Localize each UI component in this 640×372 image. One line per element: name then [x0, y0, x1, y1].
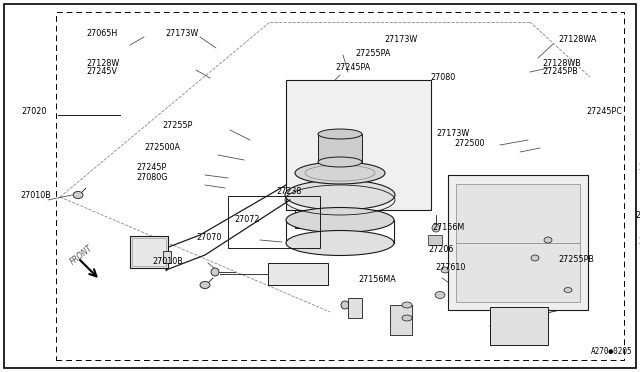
Ellipse shape	[286, 208, 394, 232]
Ellipse shape	[544, 237, 552, 243]
Ellipse shape	[211, 268, 219, 276]
Ellipse shape	[341, 301, 349, 309]
Text: FRONT: FRONT	[68, 244, 94, 267]
Text: 27020: 27020	[21, 108, 46, 116]
Text: 27245PA: 27245PA	[335, 64, 371, 73]
Bar	[428, 235, 442, 245]
Text: 27010B: 27010B	[20, 190, 51, 199]
Text: 27080: 27080	[430, 73, 455, 81]
Ellipse shape	[200, 282, 210, 289]
Ellipse shape	[285, 180, 395, 210]
Bar	[163, 251, 171, 263]
Bar	[448, 175, 588, 310]
Text: 27238: 27238	[276, 187, 301, 196]
Text: 27156M: 27156M	[432, 224, 464, 232]
Bar	[318, 134, 362, 162]
Text: 27173W: 27173W	[384, 35, 417, 45]
Text: 27245VA: 27245VA	[638, 164, 640, 173]
Ellipse shape	[564, 288, 572, 292]
Text: 27065H: 27065H	[86, 29, 117, 38]
Bar	[56, 12, 624, 360]
Bar	[456, 184, 580, 243]
Text: 27128WB: 27128WB	[542, 58, 580, 67]
Text: 27206: 27206	[428, 246, 453, 254]
Ellipse shape	[295, 162, 385, 184]
Bar	[390, 305, 412, 335]
Text: 27245P: 27245P	[136, 164, 166, 173]
Bar	[268, 263, 328, 285]
Text: 27255PA: 27255PA	[355, 48, 390, 58]
Bar	[490, 307, 548, 345]
Bar	[132, 238, 166, 266]
Text: 272500: 272500	[454, 138, 484, 148]
Text: 27021: 27021	[635, 211, 640, 219]
Text: 27255PC: 27255PC	[638, 237, 640, 247]
Text: 27070: 27070	[196, 234, 221, 243]
Bar	[295, 210, 375, 228]
Text: 27173W: 27173W	[436, 129, 469, 138]
Text: A270●0205: A270●0205	[590, 347, 632, 356]
Text: 27156MA: 27156MA	[358, 276, 396, 285]
Ellipse shape	[441, 267, 449, 273]
Bar	[286, 80, 431, 210]
Bar	[348, 298, 362, 318]
Ellipse shape	[432, 224, 440, 232]
Ellipse shape	[318, 157, 362, 167]
Bar	[228, 196, 320, 248]
Text: 272500A: 272500A	[144, 144, 180, 153]
Ellipse shape	[435, 292, 445, 298]
Text: 27010B: 27010B	[152, 257, 183, 266]
Text: 27128W: 27128W	[86, 60, 119, 68]
Text: 277610: 277610	[435, 263, 465, 273]
Text: 27072: 27072	[234, 215, 259, 224]
Text: 27245PB: 27245PB	[542, 67, 578, 77]
Text: 27255PB: 27255PB	[558, 256, 594, 264]
Text: 27245PC: 27245PC	[586, 108, 622, 116]
Ellipse shape	[73, 192, 83, 199]
Ellipse shape	[402, 315, 412, 321]
Bar	[130, 236, 168, 268]
Ellipse shape	[318, 129, 362, 139]
Text: 27173W: 27173W	[165, 29, 198, 38]
Text: 27080G: 27080G	[136, 173, 168, 183]
Ellipse shape	[531, 255, 539, 261]
Ellipse shape	[402, 302, 412, 308]
Ellipse shape	[286, 231, 394, 256]
Text: 27128WA: 27128WA	[558, 35, 596, 45]
Text: 27255P: 27255P	[162, 122, 193, 131]
Text: 27245V: 27245V	[86, 67, 117, 77]
Bar	[456, 243, 580, 302]
